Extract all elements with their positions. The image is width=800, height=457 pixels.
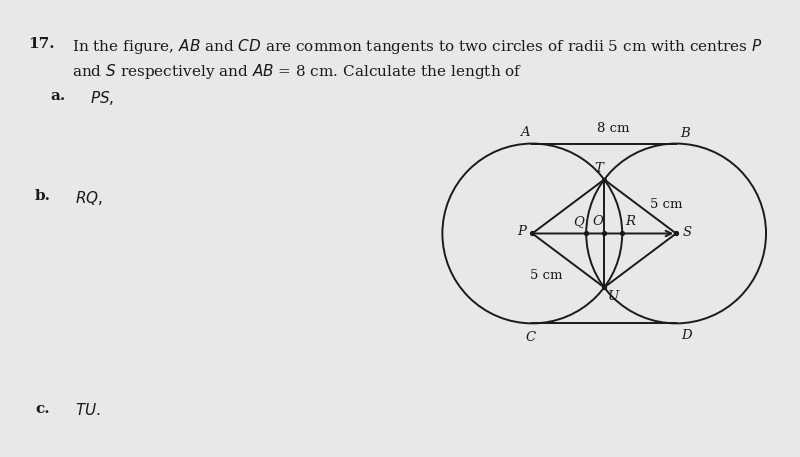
- Text: P: P: [517, 225, 526, 238]
- Text: U: U: [608, 290, 619, 303]
- Text: In the figure, $\mathit{AB}$ and $\mathit{CD}$ are common tangents to two circle: In the figure, $\mathit{AB}$ and $\mathi…: [72, 37, 762, 56]
- Text: $\mathit{RQ,}$: $\mathit{RQ,}$: [75, 189, 103, 207]
- Text: C: C: [526, 330, 535, 344]
- Text: O: O: [593, 215, 603, 228]
- Text: b.: b.: [35, 189, 51, 203]
- Text: B: B: [680, 127, 690, 140]
- Text: T: T: [594, 162, 603, 175]
- Text: 17.: 17.: [28, 37, 54, 51]
- Text: R: R: [625, 215, 635, 228]
- Text: 8 cm: 8 cm: [597, 122, 630, 135]
- Text: c.: c.: [35, 402, 50, 416]
- Text: $\mathit{TU.}$: $\mathit{TU.}$: [75, 402, 101, 418]
- Text: and $\mathit{S}$ respectively and $\mathit{AB}$ = 8 cm. Calculate the length of: and $\mathit{S}$ respectively and $\math…: [72, 62, 522, 81]
- Text: S: S: [682, 226, 691, 239]
- Text: D: D: [682, 329, 692, 342]
- Text: a.: a.: [50, 89, 66, 103]
- Text: A: A: [520, 126, 530, 139]
- Text: Q: Q: [574, 215, 585, 228]
- Text: 5 cm: 5 cm: [530, 270, 563, 282]
- Text: 5 cm: 5 cm: [650, 198, 682, 211]
- Text: $\mathit{PS,}$: $\mathit{PS,}$: [90, 89, 114, 107]
